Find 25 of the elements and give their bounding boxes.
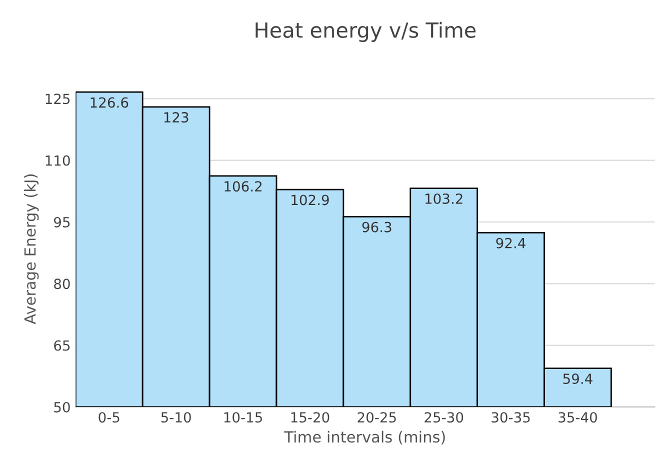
x-axis-title: Time intervals (mins) [284, 430, 445, 444]
x-tick-label: 15-20 [291, 412, 330, 423]
y-axis-title: Average Energy (kJ) [24, 174, 39, 324]
data-label: 126.6 [90, 97, 128, 108]
data-label: 96.3 [362, 222, 392, 232]
data-label: 59.4 [563, 374, 592, 384]
x-tick-label: 35-40 [558, 412, 597, 423]
y-tick-label: 110 [46, 155, 70, 166]
data-label: 92.4 [496, 238, 526, 248]
data-label: 106.2 [224, 181, 262, 192]
y-tick-label: 65 [54, 340, 70, 351]
x-tick-label: 5-10 [161, 412, 191, 423]
x-tick-label: 10-15 [224, 412, 262, 423]
x-tick-label: 25-30 [424, 412, 464, 423]
x-tick-label: 30-35 [492, 412, 530, 423]
data-label: 103.2 [425, 193, 462, 204]
x-tick-label: 0-5 [98, 412, 120, 423]
y-tick-label: 80 [54, 278, 70, 290]
x-tick-label: 20-25 [358, 412, 396, 423]
chart-title: Heat energy v/s Time [256, 22, 476, 42]
y-tick-label: 95 [54, 216, 70, 228]
data-label: 102.9 [292, 194, 329, 206]
data-label: 123 [164, 112, 188, 123]
y-tick-label: 50 [54, 402, 70, 412]
y-tick-label: 125 [46, 94, 70, 104]
